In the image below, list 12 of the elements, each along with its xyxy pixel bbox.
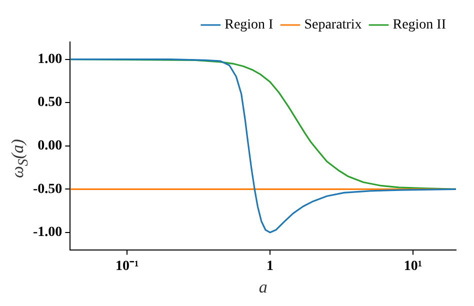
x-tick-label: 10⁻¹: [115, 258, 139, 274]
y-tick-label: 0.00: [38, 138, 62, 154]
x-tick-label: 1: [266, 258, 274, 274]
legend-label: Separatrix: [304, 18, 362, 33]
legend-label: Region I: [224, 18, 274, 33]
y-tick-label: -0.50: [32, 182, 62, 197]
x-tick-label: 10¹: [404, 258, 422, 274]
y-tick-label: -1.00: [32, 225, 62, 240]
x-axis-title: a: [258, 277, 268, 296]
y-tick-label: 0.50: [38, 95, 62, 110]
legend-label: Region II: [392, 18, 446, 33]
y-tick-label: 1.00: [38, 52, 62, 67]
